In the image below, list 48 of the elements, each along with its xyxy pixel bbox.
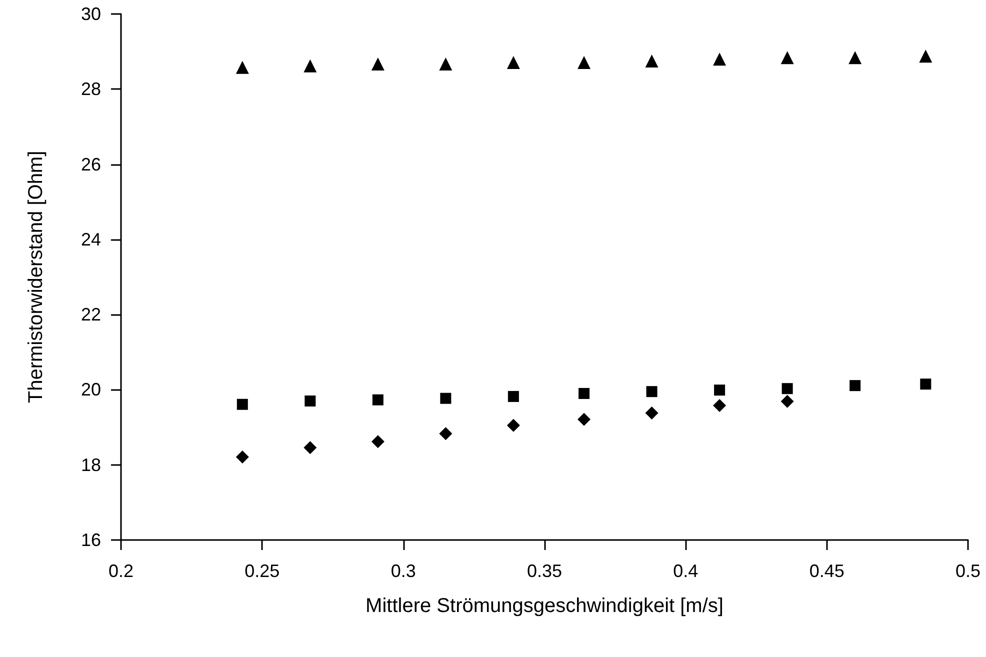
y-tick-label: 16 [80, 530, 101, 550]
y-tick-label: 18 [80, 454, 101, 475]
y-axis-title: Thermistorwiderstand [Ohm] [25, 150, 47, 404]
x-tick-label: 0.3 [390, 561, 416, 581]
point [848, 51, 862, 64]
point [780, 394, 794, 408]
point [506, 56, 520, 69]
x-tick-label: 0.5 [955, 561, 981, 581]
x-tick-label: 0.25 [244, 561, 280, 581]
y-tick-label: 30 [80, 4, 101, 24]
point [578, 388, 590, 399]
point [713, 398, 726, 412]
y-tick-label: 22 [80, 304, 101, 325]
x-tick-label: 0.4 [673, 561, 698, 581]
point [713, 52, 726, 66]
point [645, 54, 658, 68]
point [439, 57, 452, 70]
point [440, 392, 452, 404]
point [780, 51, 794, 64]
x-axis-title: Mittlere Strömungsgeschwindigkeit [m/s] [366, 595, 724, 617]
point [646, 386, 658, 398]
point [782, 383, 793, 394]
point [919, 50, 932, 63]
y-tick-label: 26 [80, 154, 101, 174]
x-tick-label: 0.45 [809, 561, 844, 581]
point [304, 441, 317, 454]
y-tick-label: 20 [80, 380, 101, 400]
point [304, 59, 317, 72]
point [578, 56, 591, 69]
point [236, 60, 249, 74]
point [645, 406, 658, 420]
point [304, 395, 316, 406]
point [714, 384, 726, 396]
x-tick-label: 0.2 [108, 561, 134, 581]
point [920, 378, 932, 390]
y-tick-label: 28 [80, 79, 101, 100]
point [508, 390, 519, 402]
point [371, 435, 384, 448]
point [850, 380, 861, 392]
point [372, 394, 384, 406]
point [506, 418, 520, 432]
x-tick-label: 0.35 [526, 561, 562, 581]
point [236, 450, 249, 464]
point [371, 57, 384, 70]
point [578, 412, 591, 426]
point [236, 398, 248, 410]
point [439, 427, 452, 440]
y-tick-label: 24 [80, 229, 101, 250]
